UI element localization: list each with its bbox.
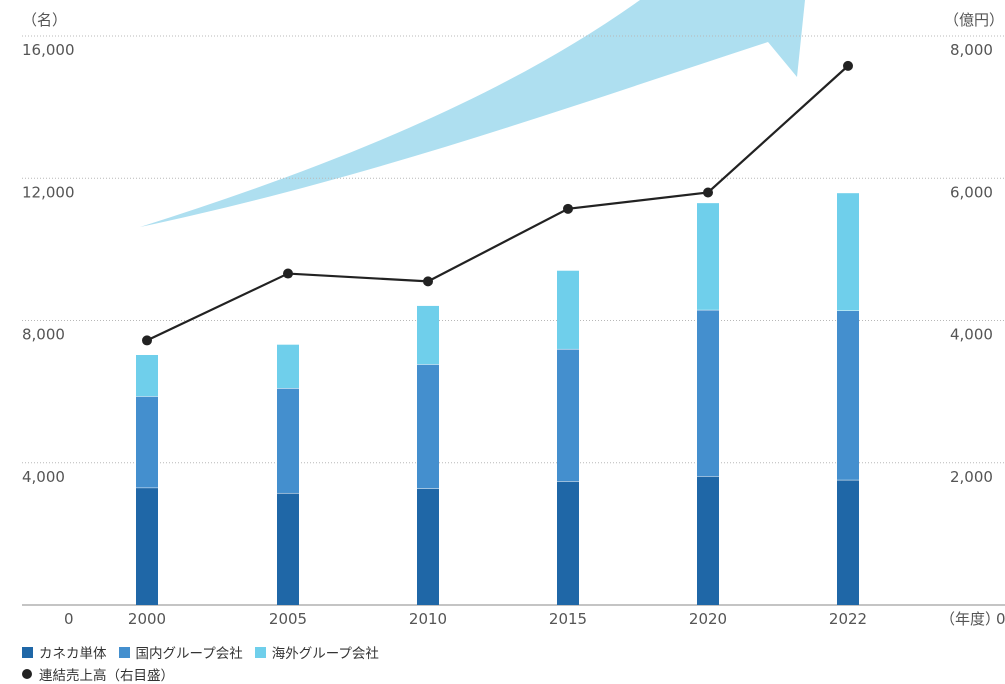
legend-label-sales: 連結売上高（右目盛） — [39, 668, 174, 684]
legend-swatch-domestic — [118, 646, 130, 658]
legend-item-overseas: 海外グループ会社 — [254, 642, 379, 662]
sales-point — [843, 60, 853, 71]
bar-segment — [136, 354, 158, 397]
x-tick-label: 2005 — [269, 610, 307, 628]
legend-swatch-overseas — [254, 646, 266, 658]
legend-label-overseas: 海外グループ会社 — [271, 646, 379, 662]
x-tick-label: 2020 — [689, 610, 727, 628]
left-tick-label: 8,000 — [22, 326, 65, 344]
bar-segment — [837, 193, 859, 311]
left-axis-unit: （名） — [22, 11, 67, 29]
sales-point — [703, 187, 713, 198]
bar-segment — [837, 479, 859, 605]
legend-label-kaneka: カネカ単体 — [39, 646, 107, 662]
sales-point — [283, 268, 293, 279]
legend-item-domestic: 国内グループ会社 — [118, 642, 243, 662]
x-tick-label: 2000 — [128, 610, 166, 628]
origin-right-label: 0 — [996, 610, 1005, 628]
x-axis-unit: （年度） — [940, 610, 1000, 628]
bar-segment — [697, 309, 719, 477]
bar-segment — [697, 203, 719, 310]
left-tick-label: 16,000 — [22, 41, 75, 59]
right-tick-label: 6,000 — [950, 183, 993, 201]
bar-segment — [697, 476, 719, 605]
right-tick-label: 4,000 — [950, 326, 993, 344]
axis-labels: 16,000 12,000 8,000 4,000 8,000 6,000 4,000 2,0… — [22, 11, 1005, 628]
x-tick-label: 2022 — [829, 610, 867, 628]
bar-segment — [557, 270, 579, 349]
bar-segment — [837, 310, 859, 480]
right-tick-label: 2,000 — [950, 468, 993, 486]
bars — [136, 193, 859, 605]
sales-point — [423, 276, 433, 287]
x-tick-label: 2010 — [409, 610, 447, 628]
sales-point — [563, 203, 573, 214]
legend-row-2: 連結売上高（右目盛） — [22, 664, 186, 684]
legend-swatch-kaneka — [22, 646, 33, 658]
bar-segment — [136, 487, 158, 605]
sales-point — [142, 335, 152, 346]
origin-left-label: 0 — [64, 610, 74, 628]
sales-line-path — [146, 65, 849, 342]
growth-arrow-decoration — [140, 0, 805, 227]
legend-dot-sales — [22, 669, 32, 679]
bar-segment — [277, 492, 299, 605]
right-axis-unit: （億円） — [944, 11, 1004, 29]
bar-segment — [136, 396, 158, 488]
right-tick-label: 8,000 — [950, 41, 993, 59]
bar-segment — [277, 388, 299, 493]
left-tick-label: 12,000 — [22, 183, 75, 201]
bar-segment — [557, 481, 579, 605]
bar-segment — [417, 488, 439, 605]
legend-label-domestic: 国内グループ会社 — [135, 646, 243, 662]
bar-segment — [417, 305, 439, 365]
legend-row-1: カネカ単体 国内グループ会社 海外グループ会社 — [22, 642, 391, 662]
bar-segment — [557, 348, 579, 482]
bar-segment — [417, 364, 439, 489]
legend-item-kaneka: カネカ単体 — [22, 642, 107, 662]
sales-line — [142, 60, 853, 346]
left-tick-label: 4,000 — [22, 468, 65, 486]
bar-segment — [277, 344, 299, 389]
legend-item-sales: 連結売上高（右目盛） — [22, 664, 174, 684]
x-tick-label: 2015 — [549, 610, 587, 628]
